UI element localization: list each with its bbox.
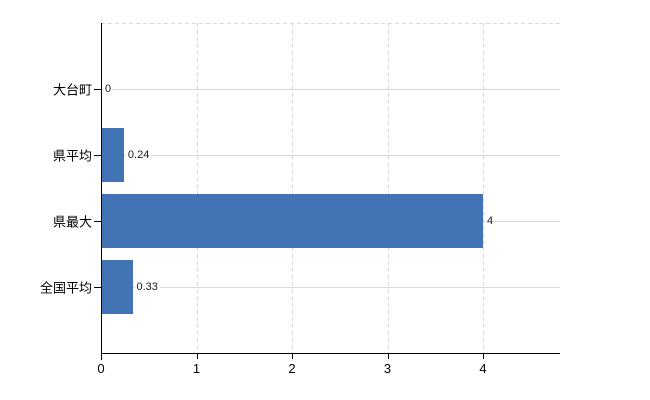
category-label: 県最大 [52,214,92,230]
value-label: 0.33 [134,280,160,294]
vertical-gridline [387,23,389,353]
category-gridline [101,89,560,90]
category-gridline [101,155,560,156]
x-tick-mark [387,353,389,359]
vertical-gridline [483,23,484,353]
y-tick-mark [94,287,101,288]
x-tick-label: 0 [97,361,105,376]
bar [101,194,483,248]
x-tick-mark [101,353,102,359]
y-tick-mark [94,155,101,156]
x-tick-label: 4 [479,361,487,376]
bar [101,260,133,314]
value-label: 0 [103,82,114,96]
x-tick-mark [196,353,198,359]
plot-top-border [101,23,560,24]
x-tick-label: 3 [383,361,392,376]
y-axis-line [101,23,102,360]
y-tick-mark [94,221,101,222]
category-label: 大台町 [52,82,92,98]
value-label: 0.24 [125,148,152,162]
category-label: 県平均 [52,148,92,164]
category-label: 全国平均 [39,280,92,296]
x-tick-mark [292,353,293,359]
value-label: 4 [485,214,496,228]
x-tick-mark [483,353,484,359]
bar [101,128,124,182]
vertical-gridline [292,23,293,353]
category-gridline [101,287,560,288]
y-tick-mark [94,89,101,90]
x-axis-line [101,353,560,354]
x-tick-label: 2 [288,361,296,376]
x-tick-label: 1 [192,361,201,376]
vertical-gridline [196,23,198,353]
